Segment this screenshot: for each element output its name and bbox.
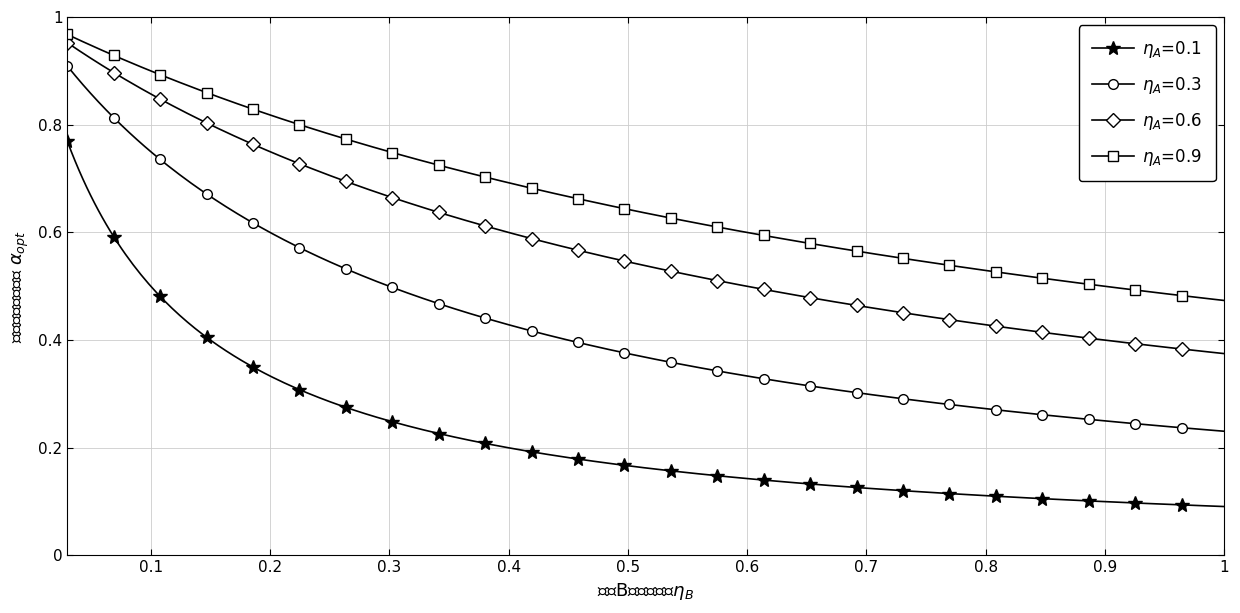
Line: $\eta_A$=0.1: $\eta_A$=0.1 [61,134,1231,514]
$\eta_A$=0.1 [1216,503,1231,510]
Line: $\eta_A$=0.6: $\eta_A$=0.6 [62,38,1229,359]
$\eta_A$=0.3 [1109,418,1123,425]
$\eta_A$=0.9 [768,234,782,241]
$\eta_A$=0.3 [1216,427,1231,435]
$\eta_A$=0.1 [1109,498,1123,506]
Y-axis label: 最优功率分配因子 $\alpha_{opt}$: 最优功率分配因子 $\alpha_{opt}$ [11,230,31,343]
$\eta_A$=0.6 [749,284,764,292]
$\eta_A$=0.9 [745,230,760,237]
Line: $\eta_A$=0.9: $\eta_A$=0.9 [62,29,1229,305]
$\eta_A$=0.6 [745,284,760,291]
$\eta_A$=0.3 [63,67,78,75]
$\eta_A$=0.9 [60,31,74,38]
$\eta_A$=0.9 [1109,284,1123,291]
$\eta_A$=0.1 [1035,495,1050,502]
$\eta_A$=0.6 [1035,329,1050,336]
$\eta_A$=0.1 [60,138,74,145]
$\eta_A$=0.6 [1216,350,1231,357]
Legend: $\eta_A$=0.1, $\eta_A$=0.3, $\eta_A$=0.6, $\eta_A$=0.9: $\eta_A$=0.1, $\eta_A$=0.3, $\eta_A$=0.6… [1079,26,1215,181]
$\eta_A$=0.9 [1035,275,1050,282]
$\eta_A$=0.6 [60,39,74,47]
$\eta_A$=0.3 [745,373,760,381]
X-axis label: 用户B的功放效率$\eta_B$: 用户B的功放效率$\eta_B$ [598,581,694,602]
$\eta_A$=0.9 [749,230,764,238]
$\eta_A$=0.1 [768,478,782,485]
$\eta_A$=0.9 [63,32,78,40]
$\eta_A$=0.3 [749,374,764,381]
$\eta_A$=0.6 [1109,338,1123,345]
$\eta_A$=0.1 [749,476,764,483]
$\eta_A$=0.6 [768,288,782,295]
$\eta_A$=0.3 [60,63,74,70]
$\eta_A$=0.6 [63,42,78,49]
$\eta_A$=0.1 [63,148,78,155]
$\eta_A$=0.1 [745,475,760,482]
Line: $\eta_A$=0.3: $\eta_A$=0.3 [62,61,1229,436]
$\eta_A$=0.3 [1035,411,1050,419]
$\eta_A$=0.3 [768,377,782,384]
$\eta_A$=0.9 [1216,297,1231,304]
